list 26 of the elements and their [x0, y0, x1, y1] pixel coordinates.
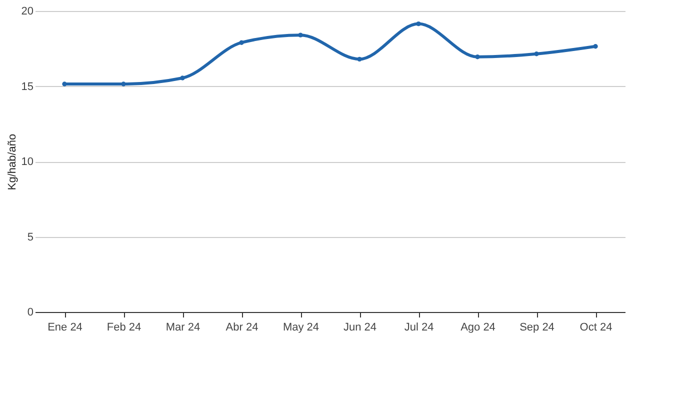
x-tick-label: Jul 24: [404, 322, 434, 334]
x-tick-label: Mar 24: [166, 322, 200, 334]
x-tick-label: Ene 24: [48, 322, 82, 334]
point: [357, 56, 362, 62]
point: [298, 32, 303, 38]
point: [534, 52, 539, 56]
x-tick-label: Jun 24: [343, 322, 377, 334]
y-tick-label: 20: [21, 6, 34, 18]
x-tick-label: Feb 24: [106, 322, 142, 334]
point: [180, 76, 185, 80]
point: [475, 54, 480, 60]
x-tick-label: Sep 24: [520, 322, 554, 334]
point: [62, 82, 67, 86]
x-tick-label: Ago 24: [460, 322, 496, 334]
y-tick-label: 5: [27, 231, 34, 244]
y-tick-label: 10: [21, 156, 34, 168]
y-tick-label: 15: [21, 80, 34, 93]
y-tick-label: 0: [27, 306, 34, 318]
point: [416, 21, 421, 26]
x-tick-label: May 24: [282, 322, 320, 334]
x-tick-label: Oct 24: [580, 322, 612, 334]
x-tick-label: Abr 24: [226, 322, 258, 334]
point: [593, 44, 598, 49]
point: [121, 82, 126, 86]
y-axis-title: Kg/hab/año: [6, 134, 18, 190]
point: [239, 40, 244, 45]
